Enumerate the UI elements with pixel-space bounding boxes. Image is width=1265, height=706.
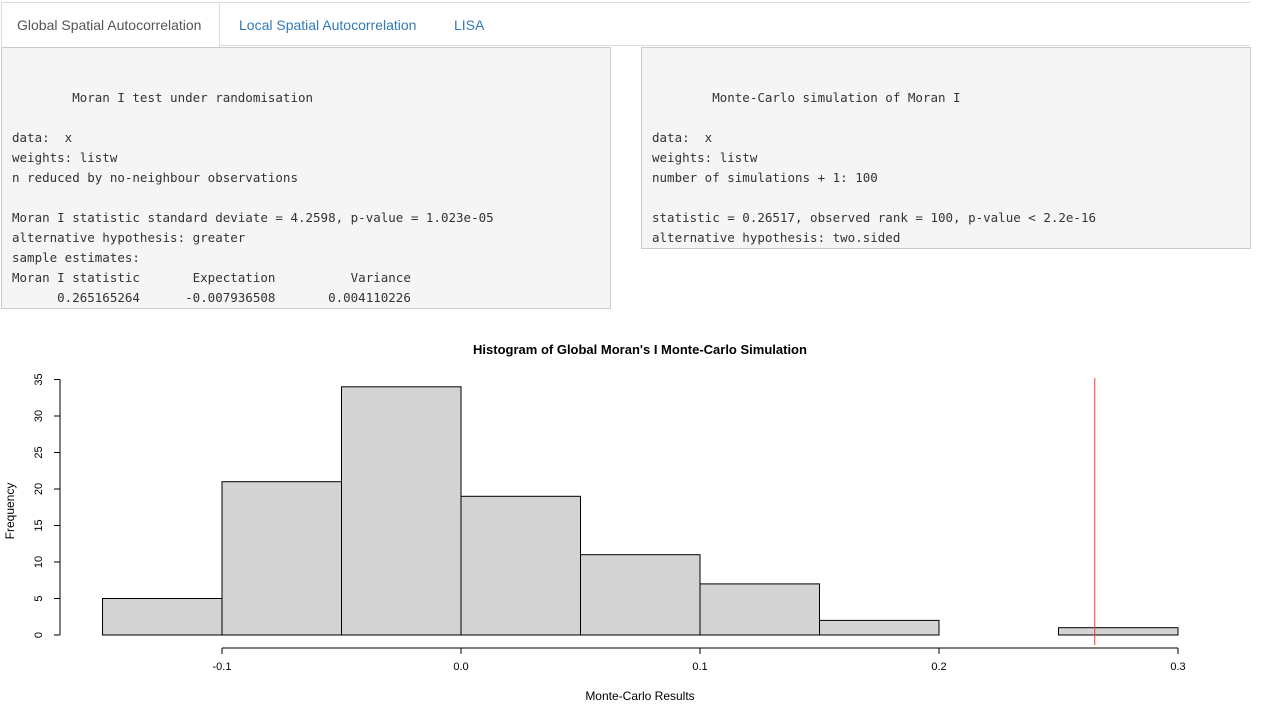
output-line: Monte-Carlo simulation of Moran I [652,90,961,105]
x-tick-label: 0.0 [453,661,468,673]
y-tick-label: 25 [33,446,45,458]
histogram-bar [580,554,701,636]
output-line: sample estimates: [12,250,140,265]
histogram-chart: Histogram of Global Moran's I Monte-Carl… [3,342,1186,703]
tab-lisa[interactable]: LISA [454,17,485,33]
output-line: data: x [12,130,73,145]
output-line: n reduced by no-neighbour observations [12,170,298,185]
y-tick-label: 0 [33,632,45,638]
output-line: Moran I test under randomisation [12,90,314,105]
tab-global-spatial-autocorrelation[interactable]: Global Spatial Autocorrelation [1,3,220,48]
output-line: Moran I statistic standard deviate = 4.2… [12,210,494,225]
output-line: weights: listw [12,150,118,165]
output-line [12,48,600,68]
y-tick-label: 5 [33,595,45,601]
histogram-bar [819,619,940,636]
histogram-bar [102,598,223,636]
x-axis-label: Monte-Carlo Results [585,689,694,703]
tab-local-spatial-autocorrelation[interactable]: Local Spatial Autocorrelation [239,17,417,33]
y-tick-label: 15 [33,519,45,531]
y-tick-label: 20 [33,483,45,495]
output-line [652,68,1240,88]
output-line: alternative hypothesis: two.sided [652,230,901,245]
y-tick-label: 30 [33,410,45,422]
output-line [12,68,600,88]
x-tick-label: 0.2 [931,661,946,673]
output-line [652,188,1240,208]
output-line: alternative hypothesis: greater [12,230,246,245]
output-line: 0.265165264 -0.007936508 0.004110226 [12,290,411,305]
output-line: weights: listw [652,150,758,165]
histogram-bar [1058,627,1179,636]
output-line: statistic = 0.26517, observed rank = 100… [652,210,1097,225]
output-line [652,48,1240,68]
tab-bar: Global Spatial Autocorrelation Local Spa… [1,2,1250,48]
y-axis: 0 5 10 15 20 25 30 35 [33,373,61,638]
x-tick-label: -0.1 [213,661,232,673]
output-line: number of simulations + 1: 100 [652,170,878,185]
x-tick-label: 0.1 [692,661,707,673]
output-line: Moran I statistic Expectation Variance [12,270,411,285]
moran-test-output: Moran I test under randomisation data: x w… [1,47,611,309]
output-line [12,188,600,208]
histogram-bar [460,495,581,636]
x-tick-label: 0.3 [1170,661,1185,673]
histogram-bar [341,386,462,636]
chart-title: Histogram of Global Moran's I Monte-Carl… [473,342,807,357]
output-line [12,108,600,128]
y-axis-label: Frequency [3,483,17,540]
y-tick-label: 10 [33,556,45,568]
x-axis: -0.1 0.0 0.1 0.2 0.3 [213,647,1186,673]
y-tick-label: 35 [33,373,45,385]
histogram-bar [699,583,820,636]
output-line: data: x [652,130,713,145]
histogram-bars [102,386,1179,636]
histogram-bar [221,481,342,636]
output-line [652,108,1240,128]
monte-carlo-output: Monte-Carlo simulation of Moran I data: x… [641,47,1251,249]
